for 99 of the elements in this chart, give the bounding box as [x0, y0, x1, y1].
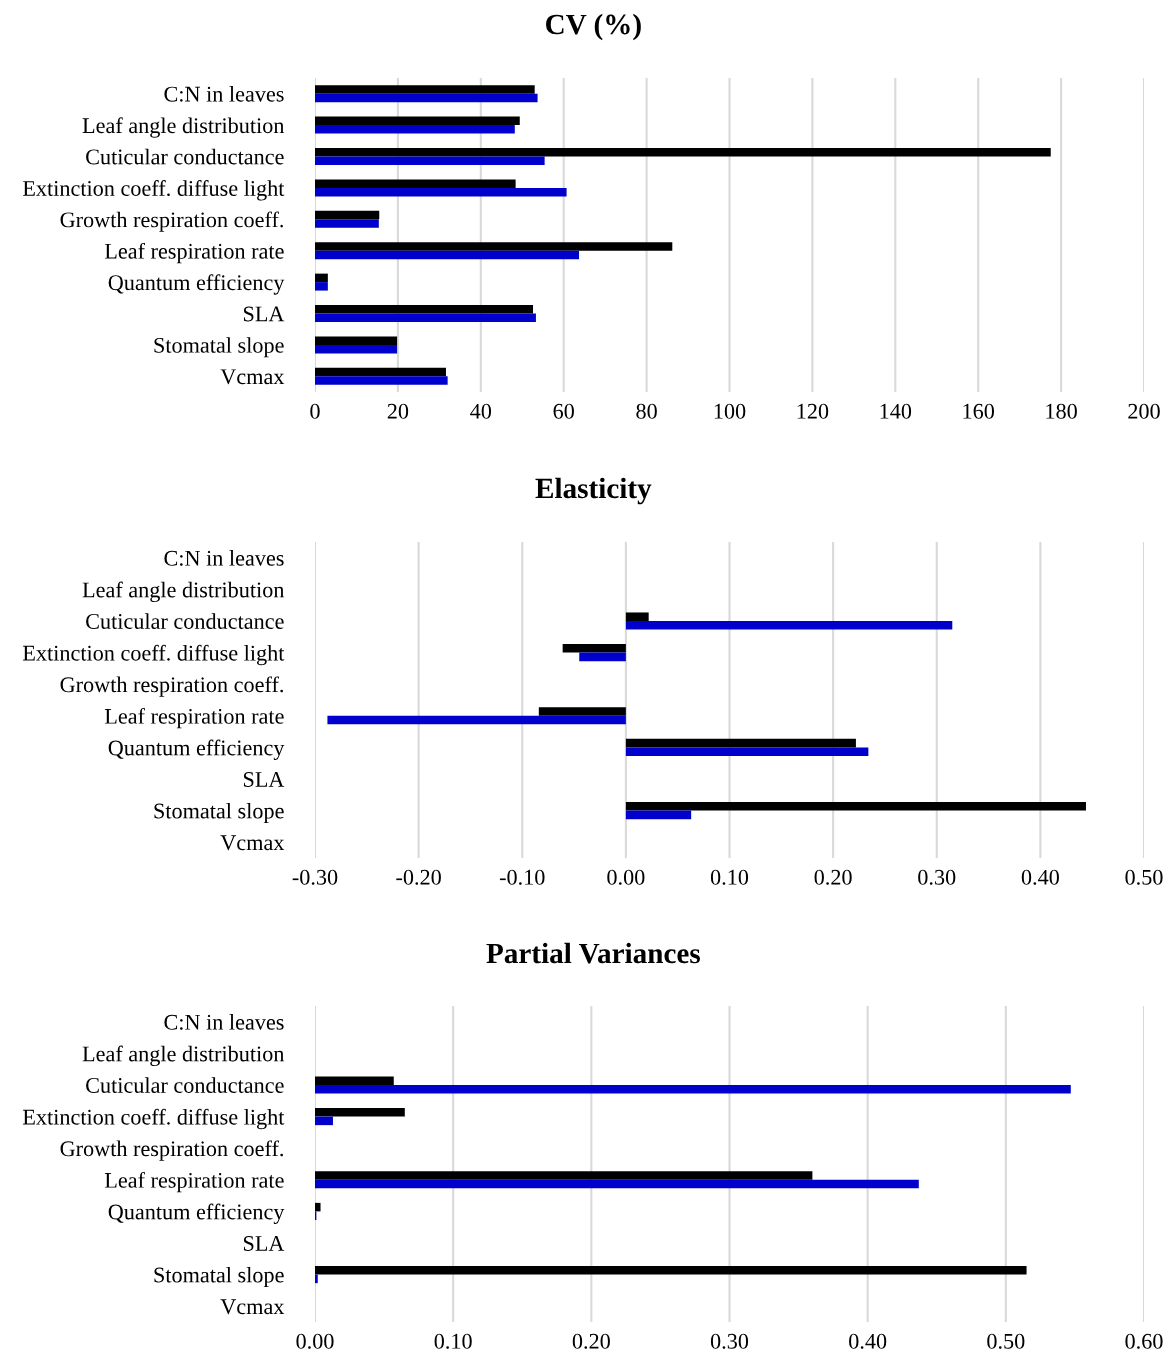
x-tick-label: 60	[553, 403, 574, 419]
y-tick-label: Cuticular conductance	[86, 148, 284, 165]
bar	[327, 715, 626, 725]
bar	[625, 612, 649, 621]
bar	[315, 1116, 333, 1126]
bar	[315, 273, 328, 283]
y-tick-label: Stomatal slope	[154, 802, 284, 824]
bar	[315, 1108, 405, 1117]
y-tick-label: C:N in leaves	[164, 85, 284, 102]
x-tick-label: 0.40	[1021, 869, 1059, 885]
y-tick-label: Growth respiration coeff.	[60, 211, 283, 232]
bar	[315, 125, 515, 134]
bar	[315, 376, 448, 385]
y-tick-label: Cuticular conductance	[86, 1077, 284, 1093]
bar	[315, 282, 328, 291]
x-tick-label: 0.60	[1125, 1333, 1163, 1349]
x-tick-label: 0.10	[710, 869, 749, 885]
bar	[625, 621, 953, 630]
x-tick-label: 120	[797, 403, 829, 419]
bar	[315, 210, 380, 220]
x-tick-label: -0.30	[292, 869, 338, 885]
y-tick-label: Leaf respiration rate	[104, 242, 284, 264]
x-tick-label: 140	[880, 403, 912, 419]
bar	[625, 738, 856, 748]
x-tick-label: -0.20	[396, 869, 441, 885]
chart-title: CV (%)	[546, 13, 641, 41]
bar	[315, 179, 516, 188]
bar	[315, 336, 398, 345]
bar	[315, 313, 536, 322]
y-tick-label: Leaf angle distribution	[82, 581, 285, 603]
bar	[625, 747, 869, 756]
bar	[579, 652, 626, 662]
bar	[315, 367, 446, 377]
bar	[315, 148, 1051, 157]
bar	[315, 219, 379, 228]
bar	[562, 644, 626, 653]
x-tick-label: 20	[387, 403, 409, 419]
bar	[315, 1179, 919, 1189]
y-tick-label: Cuticular conductance	[86, 613, 284, 629]
x-tick-label: 0.20	[572, 1333, 610, 1349]
bar	[315, 187, 567, 197]
x-tick-label: 180	[1046, 403, 1077, 419]
y-tick-label: Extinction coeff. diffuse light	[22, 1108, 285, 1130]
chart-title: Elasticity	[535, 477, 652, 505]
x-tick-label: 0.00	[607, 869, 645, 885]
y-tick-label: SLA	[243, 306, 285, 322]
bar	[315, 1085, 1071, 1094]
y-tick-label: Stomatal slope	[154, 337, 284, 358]
y-tick-label: Quantum efficiency	[108, 1203, 285, 1225]
y-tick-label: Leaf respiration rate	[104, 707, 284, 729]
y-tick-label: Growth respiration coeff.	[60, 676, 283, 697]
y-tick-label: SLA	[243, 1235, 285, 1251]
y-tick-label: Extinction coeff. diffuse light	[22, 644, 285, 666]
x-tick-label: 0.00	[296, 1333, 334, 1349]
bar	[315, 156, 545, 165]
bar	[315, 344, 398, 354]
bar	[315, 242, 673, 251]
bar	[315, 250, 580, 260]
y-tick-label: Quantum efficiency	[108, 739, 285, 761]
y-tick-label: Stomatal slope	[154, 1266, 284, 1288]
y-tick-label: Growth respiration coeff.	[60, 1140, 283, 1161]
bar	[315, 1171, 813, 1180]
x-tick-label: 0.50	[987, 1333, 1025, 1349]
x-tick-label: 40	[470, 403, 492, 419]
y-tick-label: C:N in leaves	[164, 550, 284, 566]
bar	[315, 85, 535, 94]
y-tick-label: Leaf respiration rate	[104, 1171, 284, 1193]
x-tick-label: 0	[310, 403, 320, 419]
bar	[315, 1076, 394, 1085]
y-tick-label: Extinction coeff. diffuse light	[22, 180, 285, 201]
y-tick-label: Leaf angle distribution	[82, 117, 285, 138]
x-tick-label: 160	[963, 403, 995, 419]
x-tick-label: 0.50	[1125, 869, 1163, 885]
x-tick-label: -0.10	[499, 869, 545, 885]
x-tick-label: 0.40	[849, 1333, 887, 1349]
x-tick-label: 0.30	[918, 869, 956, 885]
y-tick-label: SLA	[243, 771, 285, 787]
bar	[315, 1266, 1027, 1275]
bar	[315, 305, 534, 314]
bar	[315, 93, 538, 103]
bar	[538, 707, 626, 716]
y-tick-label: Vcmax	[220, 369, 285, 385]
bar	[315, 1202, 321, 1212]
x-tick-label: 100	[714, 403, 746, 419]
y-tick-label: Vcmax	[220, 835, 285, 851]
y-tick-label: Leaf angle distribution	[82, 1045, 285, 1067]
x-tick-label: 0.10	[434, 1333, 472, 1349]
bar	[625, 810, 692, 820]
bar	[315, 116, 520, 126]
x-tick-label: 80	[636, 403, 657, 419]
y-tick-label: C:N in leaves	[164, 1014, 284, 1030]
x-tick-label: 0.30	[710, 1333, 749, 1349]
x-tick-label: 0.20	[814, 869, 852, 885]
x-tick-label: 200	[1128, 403, 1160, 419]
bar	[315, 1274, 318, 1284]
bar	[625, 802, 1086, 811]
y-tick-label: Vcmax	[220, 1299, 285, 1315]
y-tick-label: Quantum efficiency	[108, 274, 285, 295]
chart-title: Partial Variances	[486, 942, 700, 964]
